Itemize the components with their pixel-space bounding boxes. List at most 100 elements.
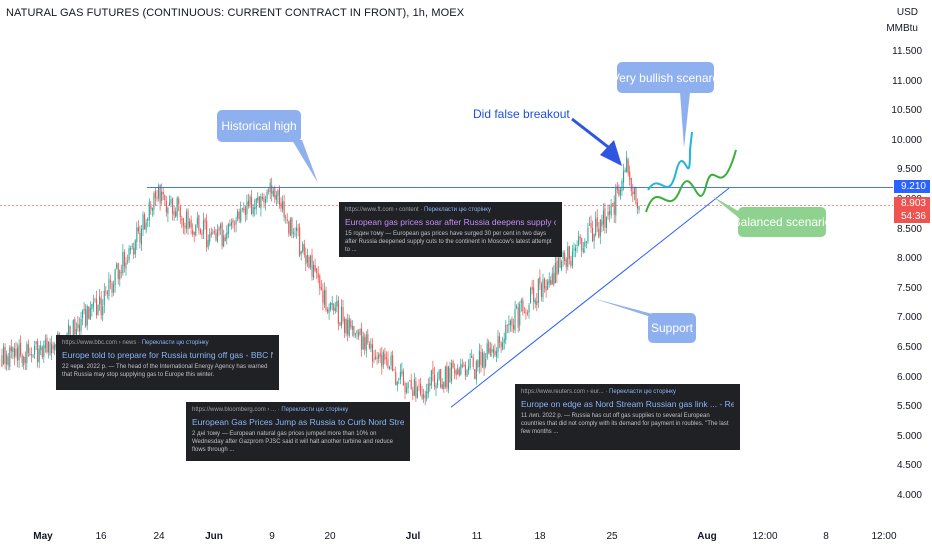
balanced-scenario-callout[interactable]: Balanced scenario: [733, 207, 831, 237]
price-tick-label: 4.000: [896, 490, 922, 502]
candle-body: [554, 262, 556, 284]
candle-body: [30, 354, 32, 356]
candle-body: [296, 227, 298, 232]
price-tick-label: 9.500: [896, 164, 922, 176]
candle-body: [18, 344, 20, 361]
candle-body: [102, 306, 104, 316]
news-title[interactable]: European Gas Prices Jump as Russia to Cu…: [192, 417, 404, 427]
candle-body: [575, 247, 577, 251]
candle-body: [415, 381, 417, 398]
candle-body: [522, 300, 524, 312]
candle-body: [410, 380, 412, 389]
candle-body: [540, 284, 542, 297]
candle-body: [173, 211, 175, 216]
candle-body: [432, 368, 434, 374]
candle-body: [117, 263, 119, 279]
candle-body: [486, 343, 488, 359]
news-snippet-ft[interactable]: https://www.ft.com › content · Перекласт…: [339, 202, 562, 257]
candle-body: [80, 318, 82, 332]
candle-body: [12, 347, 14, 352]
bullish-scenario-callout[interactable]: Very bullish scenaro: [612, 62, 719, 93]
candle-body: [133, 247, 135, 255]
candle-body: [471, 356, 473, 358]
candle-body: [176, 197, 178, 217]
candle-body: [472, 357, 474, 367]
candle-body: [345, 319, 347, 334]
news-title[interactable]: Europe on edge as Nord Stream Russian ga…: [521, 399, 734, 409]
candle-body: [418, 385, 420, 387]
candle-body: [234, 223, 236, 225]
candle-body: [305, 255, 307, 265]
candle-body: [421, 394, 423, 399]
candle-body: [449, 368, 451, 382]
candle-body: [34, 346, 36, 355]
candle-body: [123, 252, 125, 267]
news-url: https://www.bbc.com › news · Перекласти …: [62, 340, 209, 346]
candle-body: [24, 356, 26, 363]
candle-body: [627, 159, 629, 174]
news-desc: 15 годин тому — European gas prices have…: [345, 231, 552, 253]
candle-body: [142, 214, 144, 231]
candle-body: [178, 198, 180, 205]
candle-body: [615, 187, 617, 216]
news-snippet-reuters[interactable]: https://www.reuters.com › eur... · Перек…: [515, 384, 740, 450]
news-snippet-bloomberg[interactable]: https://www.bloomberg.com › ... · Перекл…: [186, 402, 410, 461]
candle-body: [516, 305, 518, 309]
candle-body: [621, 181, 623, 192]
candle-body: [455, 370, 457, 376]
candle-body: [429, 383, 431, 387]
candle-body: [584, 241, 586, 247]
candle-body: [458, 369, 460, 376]
candle-body: [638, 206, 640, 210]
candle-body: [311, 255, 313, 277]
candle-body: [365, 334, 367, 351]
candle-body: [601, 220, 603, 227]
candle-body: [52, 345, 54, 350]
candle-body: [389, 366, 391, 369]
countdown-badge: 54:36: [894, 210, 930, 223]
candle-body: [474, 369, 476, 379]
candle-body: [390, 355, 392, 366]
candle-body: [477, 360, 479, 368]
historical-high-callout[interactable]: Historical high: [217, 110, 301, 142]
balanced-pointer: [712, 196, 744, 222]
candle-body: [127, 261, 129, 263]
candle-body: [216, 229, 218, 242]
candle-body: [210, 232, 212, 236]
candle-body: [134, 240, 136, 255]
candle-body: [610, 204, 612, 216]
candle-body: [565, 259, 567, 267]
candle-body: [339, 322, 341, 325]
candle-body: [100, 298, 102, 316]
candle-body: [131, 245, 133, 248]
price-tick-label: 4.500: [896, 460, 922, 472]
candle-body: [185, 211, 187, 229]
candle-body: [40, 345, 42, 351]
candle-body: [612, 203, 614, 205]
news-title[interactable]: European gas prices soar after Russia de…: [345, 217, 556, 227]
candle-body: [469, 359, 471, 368]
candle-body: [482, 352, 484, 368]
candle-body: [506, 325, 508, 326]
news-snippet-bbc[interactable]: https://www.bbc.com › news · Перекласти …: [56, 335, 279, 390]
candle-body: [316, 268, 318, 274]
candle-body: [241, 207, 243, 210]
time-tick-label: 8: [823, 531, 829, 542]
candle-body: [562, 252, 564, 260]
candle-body: [373, 358, 375, 360]
candle-body: [47, 341, 49, 353]
news-title[interactable]: Europe told to prepare for Russia turnin…: [62, 350, 273, 360]
candle-body: [435, 385, 437, 389]
candle-body: [282, 200, 284, 210]
candle-body: [302, 243, 304, 252]
candle-body: [330, 303, 332, 310]
levels-layer: [0, 187, 893, 408]
candle-body: [367, 334, 369, 343]
candle-body: [354, 333, 356, 335]
news-url: https://www.ft.com › content · Перекласт…: [345, 207, 491, 213]
candle-body: [23, 357, 25, 365]
support-callout[interactable]: Support: [648, 313, 696, 343]
candle-body: [147, 219, 149, 221]
